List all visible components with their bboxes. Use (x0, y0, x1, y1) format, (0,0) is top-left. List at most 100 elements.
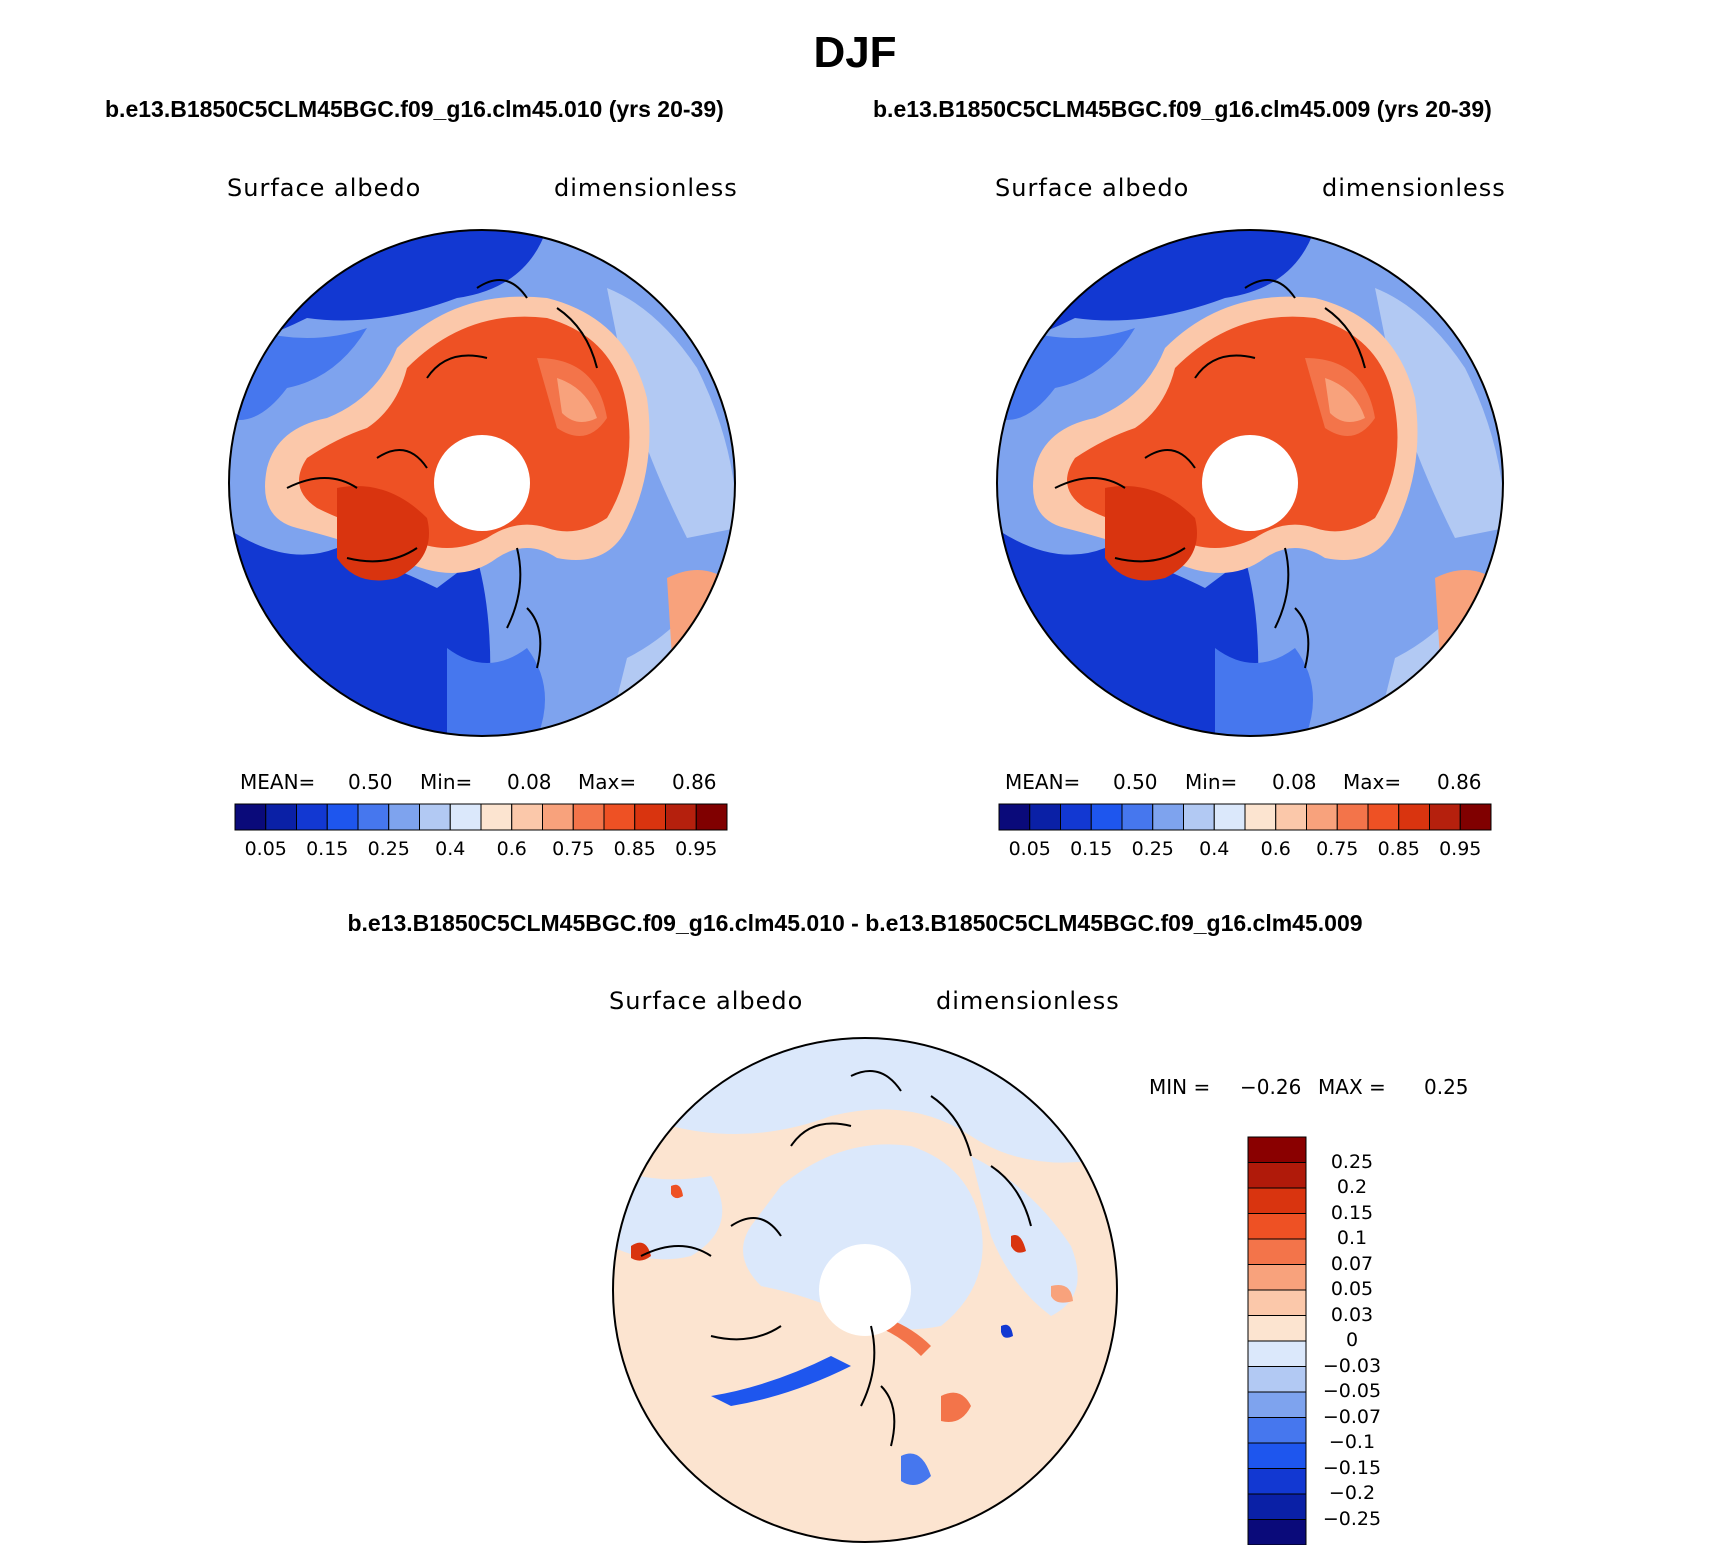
colorbar-right-swatch (999, 804, 1030, 830)
panel-left-max-label: Max= (578, 770, 636, 794)
colorbar-left-tick-label: 0.15 (305, 838, 349, 860)
colorbar-diff-tick-label: 0 (1314, 1329, 1390, 1351)
colorbar-right-tick-label: 0.85 (1377, 838, 1421, 860)
colorbar-left-swatch (235, 804, 266, 830)
panel-left-units: dimensionless (554, 174, 738, 202)
colorbar-left-swatch (450, 804, 481, 830)
panel-right-max-label: Max= (1343, 770, 1401, 794)
colorbar-diff-swatch (1248, 1265, 1306, 1291)
panel-left-min-label: Min= (420, 770, 472, 794)
colorbar-diff-swatch (1248, 1188, 1306, 1214)
colorbar-diff-swatch (1248, 1494, 1306, 1520)
colorbar-left-tick-label: 0.4 (428, 838, 472, 860)
colorbar-diff-tick-label: 0.03 (1314, 1304, 1390, 1326)
panel-left-min: 0.08 (507, 770, 552, 794)
colorbar-right-swatch (1122, 804, 1153, 830)
panel-right-max: 0.86 (1437, 770, 1482, 794)
diff-max: 0.25 (1424, 1075, 1469, 1099)
map-left (227, 228, 737, 738)
colorbar-right-tick-label: 0.6 (1254, 838, 1298, 860)
colorbar-left-swatch (481, 804, 512, 830)
diff-variable: Surface albedo (609, 987, 803, 1015)
colorbar-diff-swatch (1248, 1469, 1306, 1495)
panel-right-variable: Surface albedo (995, 174, 1189, 202)
colorbar-left-swatch (666, 804, 697, 830)
colorbar-left (235, 804, 727, 830)
colorbar-left-swatch (696, 804, 727, 830)
colorbar-left-swatch (266, 804, 297, 830)
colorbar-diff-tick-label: 0.2 (1314, 1176, 1390, 1198)
panel-right-min: 0.08 (1272, 770, 1317, 794)
colorbar-left-swatch (573, 804, 604, 830)
panel-left-variable: Surface albedo (227, 174, 421, 202)
colorbar-right-swatch (1245, 804, 1276, 830)
colorbar-left-tick-label: 0.25 (367, 838, 411, 860)
colorbar-diff-tick-label: −0.03 (1314, 1355, 1390, 1377)
colorbar-right-swatch (1153, 804, 1184, 830)
colorbar-left-swatch (512, 804, 543, 830)
panel-left-mean-label: MEAN= (240, 770, 315, 794)
diff-title: b.e13.B1850C5CLM45BGC.f09_g16.clm45.010 … (0, 910, 1710, 937)
colorbar-diff-swatch (1248, 1239, 1306, 1265)
colorbar-diff-swatch (1248, 1290, 1306, 1316)
panel-left-mean: 0.50 (348, 770, 393, 794)
colorbar-right-swatch (1091, 804, 1122, 830)
colorbar-diff-tick-label: 0.05 (1314, 1278, 1390, 1300)
figure-title: DJF (0, 28, 1710, 78)
colorbar-diff-tick-label: −0.15 (1314, 1457, 1390, 1479)
colorbar-diff-swatch (1248, 1163, 1306, 1189)
colorbar-right-tick-label: 0.95 (1438, 838, 1482, 860)
colorbar-diff-swatch (1248, 1392, 1306, 1418)
colorbar-right-swatch (1399, 804, 1430, 830)
colorbar-left-tick-label: 0.85 (613, 838, 657, 860)
colorbar-right-swatch (1460, 804, 1491, 830)
colorbar-right-swatch (1184, 804, 1215, 830)
diff-min: −0.26 (1240, 1075, 1301, 1099)
colorbar-diff-tick-label: −0.07 (1314, 1406, 1390, 1428)
colorbar-diff-swatch (1248, 1214, 1306, 1240)
colorbar-diff-tick-label: 0.1 (1314, 1227, 1390, 1249)
colorbar-right-swatch (1214, 804, 1245, 830)
colorbar-diff-tick-label: −0.25 (1314, 1508, 1390, 1530)
colorbar-left-swatch (358, 804, 389, 830)
colorbar-left-swatch (543, 804, 574, 830)
colorbar-right-swatch (1337, 804, 1368, 830)
colorbar-left-tick-label: 0.75 (551, 838, 595, 860)
colorbar-right-swatch (1061, 804, 1092, 830)
colorbar-right-swatch (1430, 804, 1461, 830)
colorbar-diff-tick-label: 0.25 (1314, 1151, 1390, 1173)
panel-left-max: 0.86 (672, 770, 717, 794)
colorbar-diff-swatch (1248, 1341, 1306, 1367)
colorbar-left-swatch (604, 804, 635, 830)
colorbar-diff-tick-label: 0.07 (1314, 1253, 1390, 1275)
colorbar-left-swatch (389, 804, 420, 830)
panel-right-min-label: Min= (1185, 770, 1237, 794)
panel-right-mean-label: MEAN= (1005, 770, 1080, 794)
diff-max-label: MAX = (1318, 1075, 1386, 1099)
colorbar-diff (1248, 1137, 1306, 1545)
map-diff (611, 1036, 1119, 1544)
diff-min-label: MIN = (1149, 1075, 1210, 1099)
colorbar-left-tick-label: 0.6 (490, 838, 534, 860)
colorbar-right-tick-label: 0.05 (1008, 838, 1052, 860)
colorbar-diff-tick-label: −0.1 (1314, 1431, 1390, 1453)
map-right (995, 228, 1505, 738)
colorbar-right-tick-label: 0.15 (1069, 838, 1113, 860)
colorbar-right-swatch (1276, 804, 1307, 830)
colorbar-diff-swatch (1248, 1367, 1306, 1393)
colorbar-left-tick-label: 0.05 (244, 838, 288, 860)
colorbar-diff-swatch (1248, 1418, 1306, 1444)
colorbar-right (999, 804, 1491, 830)
case-title-right: b.e13.B1850C5CLM45BGC.f09_g16.clm45.009 … (873, 96, 1492, 123)
colorbar-diff-swatch (1248, 1520, 1306, 1545)
colorbar-diff-swatch (1248, 1443, 1306, 1469)
colorbar-left-swatch (420, 804, 451, 830)
case-title-left: b.e13.B1850C5CLM45BGC.f09_g16.clm45.010 … (105, 96, 724, 123)
colorbar-right-swatch (1307, 804, 1338, 830)
colorbar-diff-swatch (1248, 1316, 1306, 1342)
colorbar-diff-tick-label: −0.05 (1314, 1380, 1390, 1402)
colorbar-left-swatch (297, 804, 328, 830)
colorbar-left-swatch (327, 804, 358, 830)
colorbar-right-tick-label: 0.25 (1131, 838, 1175, 860)
colorbar-diff-tick-label: −0.2 (1314, 1482, 1390, 1504)
